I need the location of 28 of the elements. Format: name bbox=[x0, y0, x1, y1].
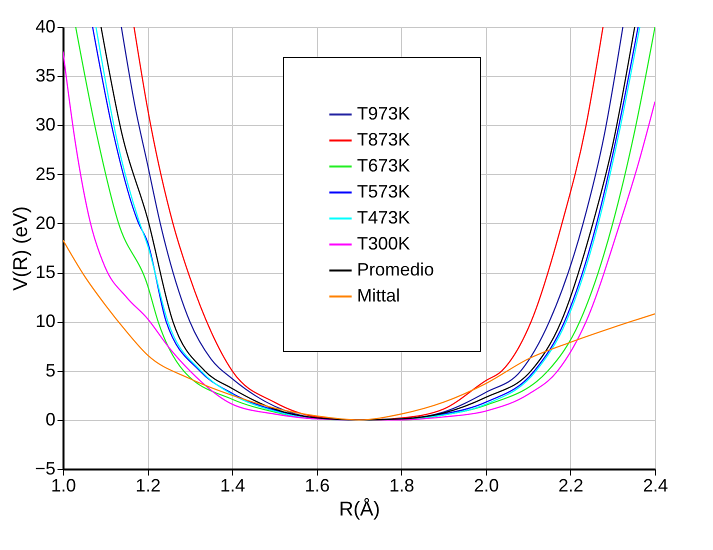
x-tick-label: 1.2 bbox=[136, 476, 161, 496]
legend-label: Mittal bbox=[357, 286, 400, 306]
y-tick-label: 40 bbox=[35, 16, 56, 36]
legend-label: T473K bbox=[357, 208, 410, 228]
legend-label: T300K bbox=[357, 234, 410, 254]
y-tick-label: 35 bbox=[35, 66, 56, 86]
x-tick-label: 1.6 bbox=[304, 476, 330, 496]
x-tick-label: 1.8 bbox=[389, 476, 414, 496]
x-tick-label: 2.4 bbox=[642, 476, 668, 496]
legend-label: T973K bbox=[357, 104, 410, 124]
legend-label: T673K bbox=[357, 156, 410, 176]
y-axis-title: V(R) (eV) bbox=[10, 206, 32, 291]
y-tick-label: 30 bbox=[35, 114, 56, 135]
x-tick-label: 2.0 bbox=[474, 476, 499, 496]
y-tick-label: 25 bbox=[35, 164, 56, 184]
legend-label: Promedio bbox=[357, 260, 434, 280]
x-axis-title: R(Å) bbox=[338, 498, 380, 520]
x-tick-label: 1.4 bbox=[220, 476, 246, 496]
x-tick-label: 2.2 bbox=[558, 476, 584, 496]
y-tick-label: −5 bbox=[34, 458, 56, 478]
y-tick-label: 10 bbox=[35, 311, 56, 332]
y-tick-label: 20 bbox=[35, 212, 56, 233]
legend-label: T873K bbox=[357, 130, 410, 150]
y-tick-label: 0 bbox=[45, 409, 56, 430]
x-tick-label: 1.0 bbox=[50, 476, 76, 496]
y-tick-label: 15 bbox=[35, 262, 56, 282]
y-tick-label: 5 bbox=[45, 360, 56, 380]
legend-label: T573K bbox=[357, 182, 410, 202]
